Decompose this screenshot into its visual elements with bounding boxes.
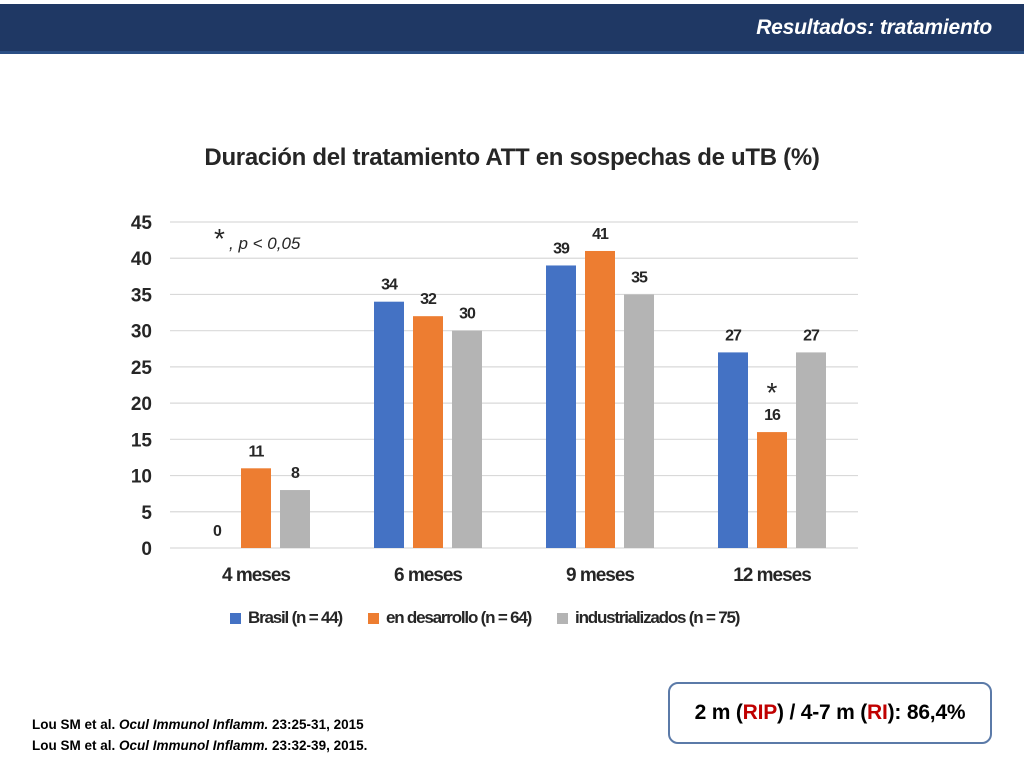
legend-swatch-en-desarrollo bbox=[367, 612, 379, 624]
bar bbox=[241, 468, 271, 548]
legend-item-en-desarrollo: en desarrollo (n = 64) bbox=[367, 608, 532, 628]
significance-note-text: , p < 0,05 bbox=[229, 234, 301, 253]
result-summary-box: 2 m (RIP) / 4-7 m (RI): 86,4% bbox=[668, 682, 992, 744]
result-ri: RI bbox=[867, 701, 888, 724]
data-label: 11 bbox=[249, 443, 265, 460]
data-label: 32 bbox=[420, 291, 437, 308]
y-tick-label: 10 bbox=[131, 467, 152, 488]
x-tick-label: 9 meses bbox=[566, 565, 634, 586]
reference-2-volume: 23:32-39, 2015. bbox=[268, 738, 368, 753]
data-label: 39 bbox=[553, 240, 570, 257]
reference-1-journal: Ocul Immunol Inflamm. bbox=[119, 717, 269, 732]
reference-2-authors: Lou SM et al. bbox=[32, 738, 120, 753]
bar bbox=[585, 250, 615, 548]
result-part-3: ): 86,4% bbox=[887, 701, 966, 724]
bar bbox=[624, 294, 654, 548]
bar bbox=[796, 352, 826, 548]
bar bbox=[280, 490, 310, 548]
x-tick-label: 12 meses bbox=[733, 565, 811, 586]
bar-chart: 0 5 10 15 20 25 30 35 40 45 0 11 8 4 meses 34 32 30 6 mes… bbox=[131, 213, 858, 586]
chart-legend: Brasil (n = 44) en desarrollo (n = 64) i… bbox=[230, 608, 740, 628]
references: Lou SM et al. Ocul Immunol Inflamm. 23:2… bbox=[32, 714, 367, 756]
data-label: 30 bbox=[459, 306, 476, 323]
data-label: 34 bbox=[381, 277, 398, 294]
data-label: 27 bbox=[725, 327, 742, 344]
slide-title: Resultados: tratamiento bbox=[756, 16, 992, 39]
result-rip: RIP bbox=[742, 701, 778, 724]
y-tick-label: 40 bbox=[131, 249, 152, 270]
y-tick-label: 20 bbox=[131, 394, 152, 415]
reference-1: Lou SM et al. Ocul Immunol Inflamm. 23:2… bbox=[32, 714, 367, 735]
legend-swatch-brasil bbox=[230, 612, 241, 624]
y-tick-label: 35 bbox=[131, 285, 153, 306]
data-label: 35 bbox=[631, 269, 648, 286]
result-part-1: 2 m ( bbox=[694, 701, 743, 724]
x-tick-label: 4 meses bbox=[222, 565, 290, 586]
reference-2: Lou SM et al. Ocul Immunol Inflamm. 23:3… bbox=[32, 735, 367, 756]
data-label: 16 bbox=[764, 407, 781, 424]
significance-marker: * bbox=[767, 377, 778, 408]
chart-title: Duración del tratamiento ATT en sospecha… bbox=[204, 144, 820, 171]
bar bbox=[374, 301, 404, 548]
reference-2-journal: Ocul Immunol Inflamm. bbox=[119, 738, 269, 753]
reference-1-authors: Lou SM et al. bbox=[32, 717, 120, 732]
legend-item-brasil: Brasil (n = 44) bbox=[230, 608, 343, 628]
data-label: 8 bbox=[291, 465, 300, 482]
result-part-2: ) / 4-7 m ( bbox=[777, 701, 868, 724]
legend-label-brasil: Brasil (n = 44) bbox=[248, 608, 343, 627]
result-text: 2 m (RIP) / 4-7 m (RI): 86,4% bbox=[695, 701, 966, 725]
bar bbox=[718, 352, 748, 548]
data-label: 41 bbox=[592, 226, 609, 243]
data-label: 0 bbox=[213, 523, 222, 540]
legend-label-en-desarrollo: en desarrollo (n = 64) bbox=[385, 608, 532, 627]
y-tick-label: 15 bbox=[131, 430, 153, 451]
y-tick-label: 45 bbox=[131, 213, 153, 234]
reference-1-volume: 23:25-31, 2015 bbox=[268, 717, 364, 732]
y-tick-label: 30 bbox=[131, 322, 152, 343]
y-tick-label: 0 bbox=[141, 539, 152, 560]
legend-swatch-industrializados bbox=[557, 612, 569, 624]
significance-note-symbol: * bbox=[214, 223, 225, 254]
x-tick-label: 6 meses bbox=[394, 565, 462, 586]
data-label: 27 bbox=[803, 327, 820, 344]
bar bbox=[452, 330, 482, 548]
bar bbox=[413, 316, 443, 548]
y-tick-label: 5 bbox=[141, 503, 152, 524]
bar bbox=[757, 432, 787, 548]
legend-label-industrializados: industrializados (n = 75) bbox=[575, 608, 740, 627]
header-bar: Resultados: tratamiento bbox=[0, 4, 1024, 54]
y-tick-label: 25 bbox=[131, 358, 153, 379]
bar bbox=[546, 265, 576, 548]
legend-item-industrializados: industrializados (n = 75) bbox=[557, 608, 740, 628]
